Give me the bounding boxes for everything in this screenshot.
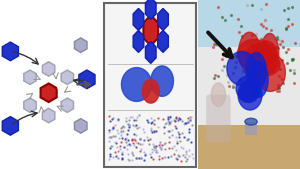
Polygon shape — [255, 53, 285, 91]
FancyBboxPatch shape — [206, 95, 231, 142]
Polygon shape — [261, 33, 279, 73]
Polygon shape — [237, 40, 271, 69]
Polygon shape — [146, 0, 156, 19]
Polygon shape — [2, 117, 18, 135]
FancyBboxPatch shape — [245, 122, 257, 135]
Polygon shape — [252, 53, 280, 76]
Polygon shape — [238, 86, 258, 102]
Polygon shape — [142, 79, 159, 103]
Polygon shape — [74, 38, 87, 52]
Polygon shape — [24, 70, 36, 84]
Polygon shape — [79, 70, 95, 89]
Polygon shape — [246, 44, 278, 65]
Polygon shape — [24, 98, 36, 112]
FancyBboxPatch shape — [198, 0, 300, 110]
Polygon shape — [122, 68, 152, 101]
Polygon shape — [158, 8, 168, 30]
Polygon shape — [133, 8, 144, 30]
Polygon shape — [2, 42, 18, 61]
Polygon shape — [238, 80, 262, 110]
Polygon shape — [254, 41, 276, 62]
Polygon shape — [74, 119, 87, 133]
Polygon shape — [42, 62, 55, 76]
FancyBboxPatch shape — [198, 125, 300, 169]
Polygon shape — [245, 56, 264, 82]
Polygon shape — [61, 98, 74, 112]
Polygon shape — [40, 83, 57, 102]
Polygon shape — [236, 76, 260, 101]
Polygon shape — [246, 53, 266, 89]
Polygon shape — [249, 62, 268, 97]
Polygon shape — [143, 15, 158, 46]
Polygon shape — [239, 32, 260, 72]
Circle shape — [211, 83, 226, 106]
FancyBboxPatch shape — [198, 47, 300, 132]
Polygon shape — [133, 30, 144, 52]
Polygon shape — [61, 70, 74, 84]
Polygon shape — [158, 30, 168, 52]
Ellipse shape — [245, 118, 257, 125]
Polygon shape — [146, 41, 156, 63]
Polygon shape — [151, 66, 173, 96]
Polygon shape — [227, 52, 256, 85]
Polygon shape — [42, 108, 55, 123]
FancyBboxPatch shape — [104, 3, 196, 167]
